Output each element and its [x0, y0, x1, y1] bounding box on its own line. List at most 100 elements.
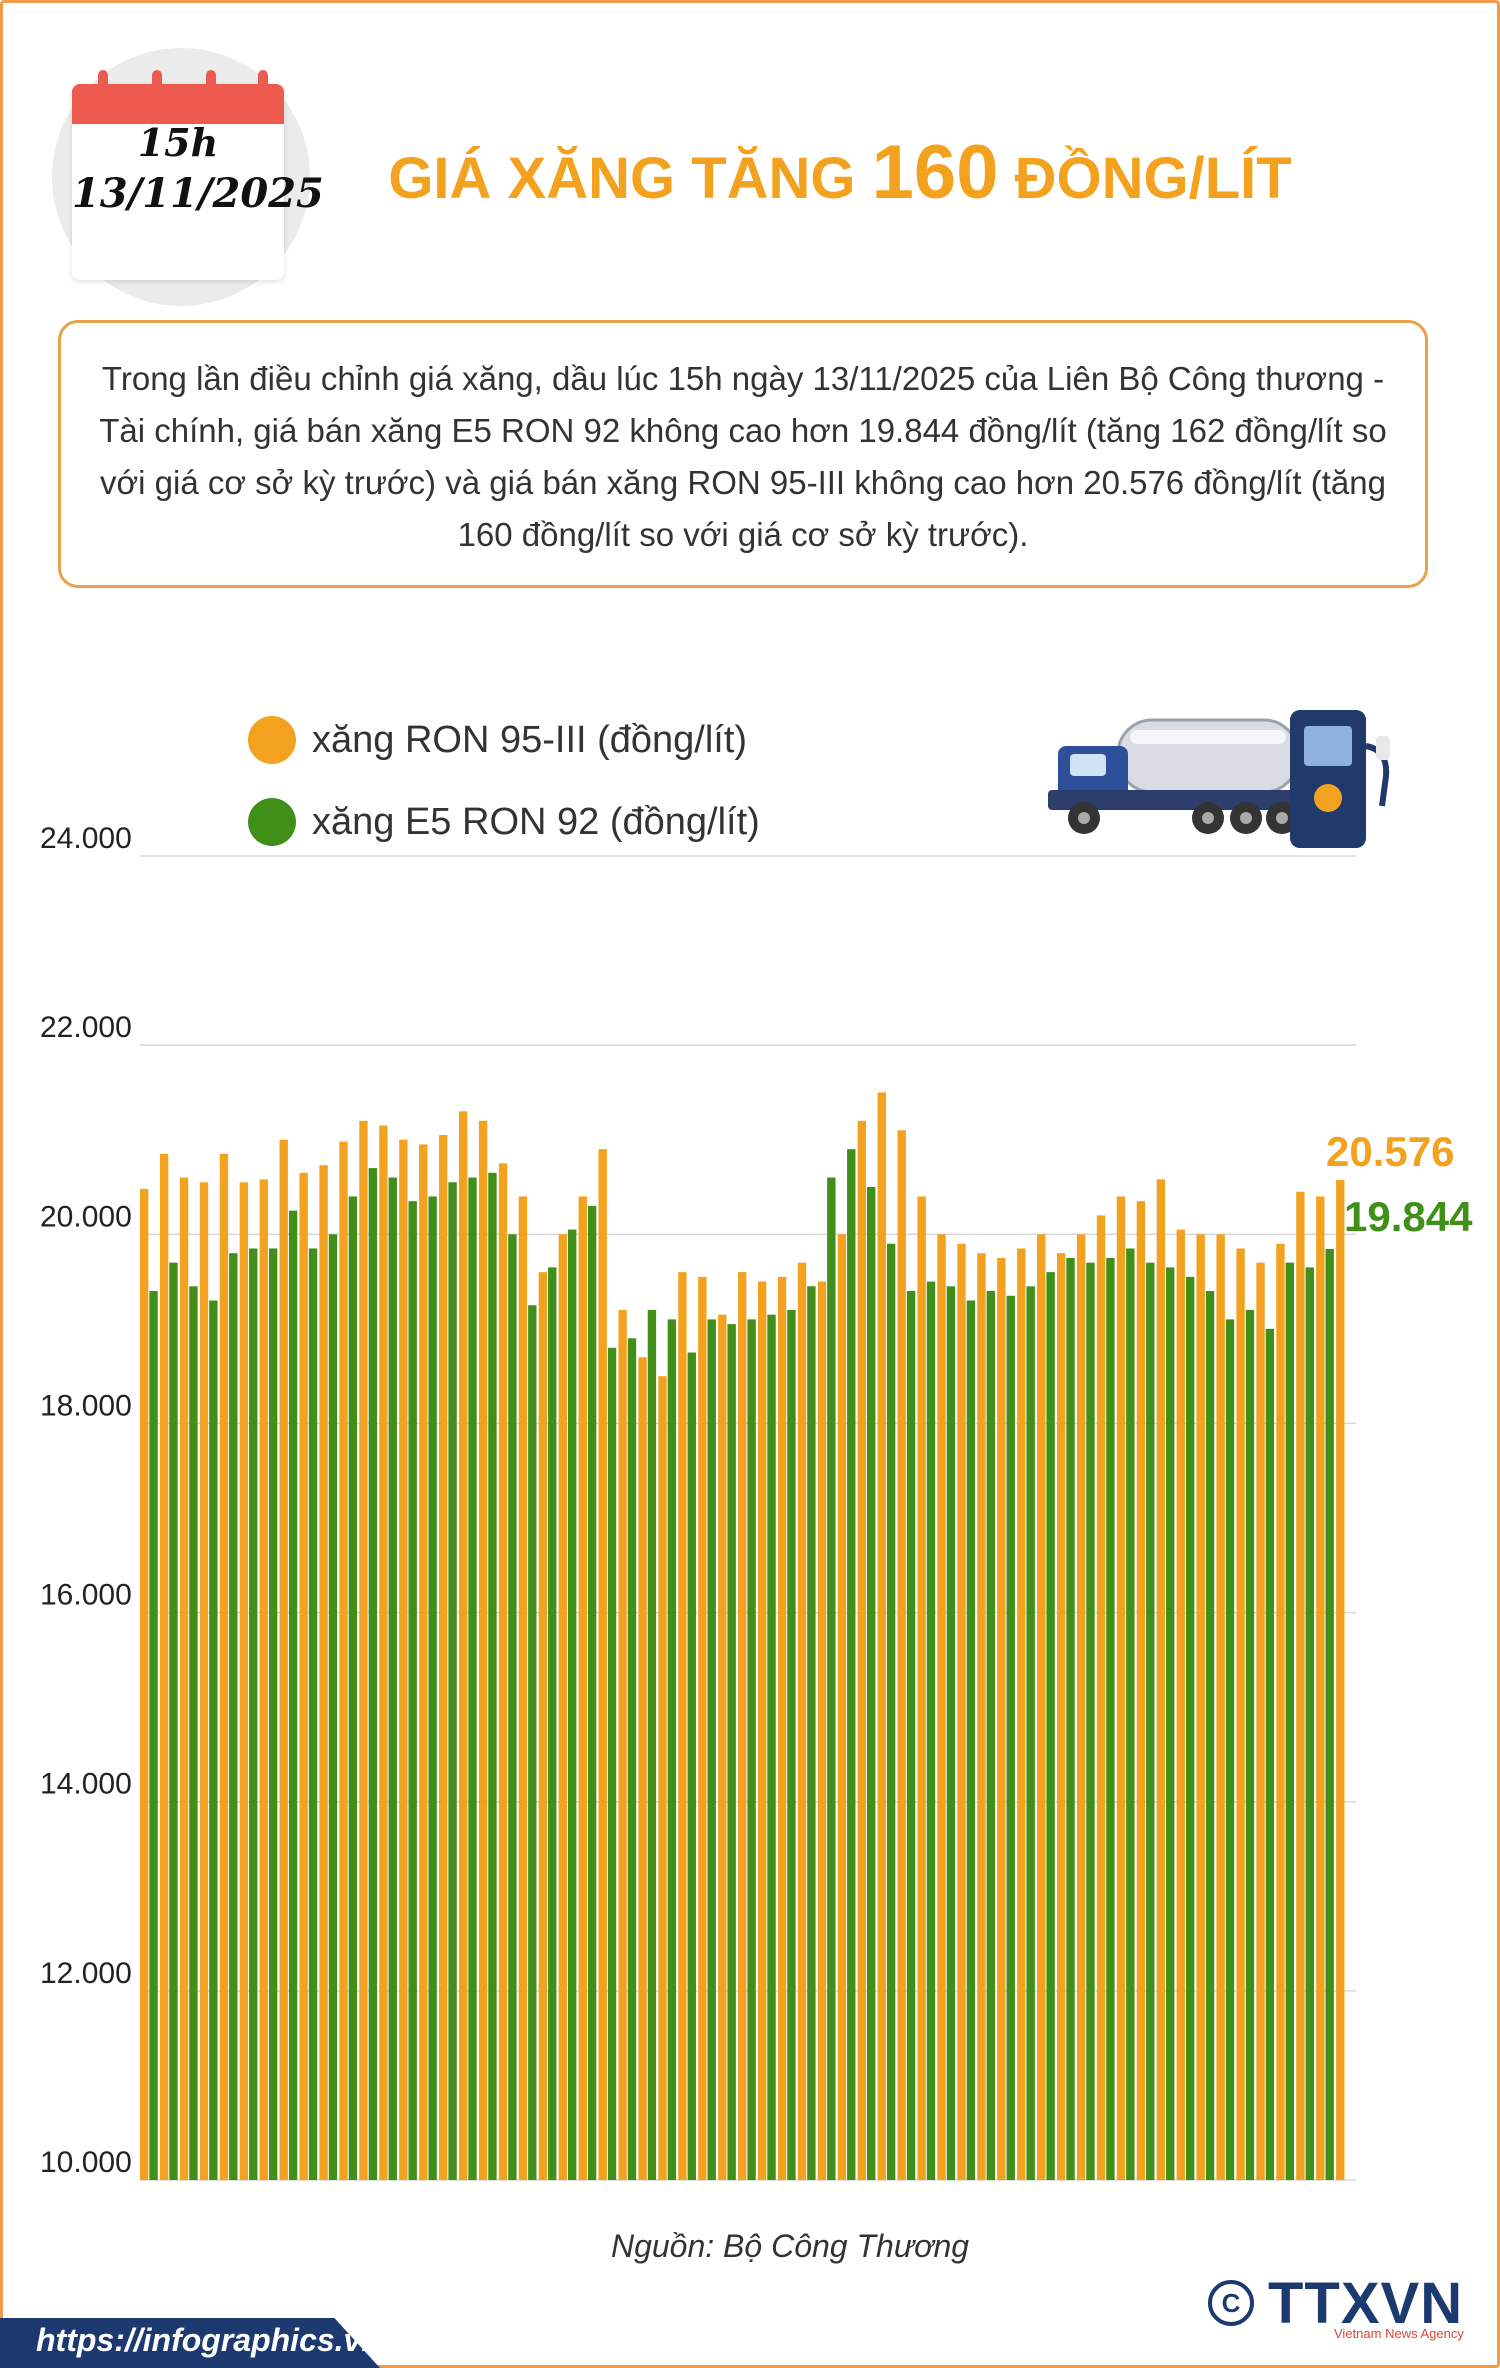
bar-ron95 — [877, 1092, 886, 2180]
bar-e5 — [707, 1319, 716, 2180]
calendar-date: 13/11/2025 — [72, 170, 324, 217]
bar-ron95 — [339, 1141, 348, 2180]
bar-ron95 — [279, 1139, 288, 2180]
bar-ron95 — [538, 1272, 548, 2180]
bar-e5 — [388, 1177, 397, 2180]
bar-e5 — [1225, 1319, 1235, 2180]
bar-ron95 — [997, 1257, 1006, 2180]
bar-e5 — [149, 1291, 158, 2180]
bar-ron95 — [977, 1253, 986, 2180]
bar-e5 — [1185, 1276, 1195, 2180]
calendar-ring — [258, 70, 268, 100]
bar-ron95 — [1316, 1196, 1325, 2180]
bar-ron95 — [1276, 1243, 1285, 2180]
bar-ron95 — [937, 1234, 946, 2180]
bar-ron95 — [419, 1144, 428, 2180]
bar-ron95 — [199, 1182, 209, 2180]
bar-e5 — [1126, 1248, 1135, 2180]
legend-item-ron95: xăng RON 95-III (đồng/lít) — [248, 716, 747, 764]
bar-ron95 — [478, 1120, 488, 2180]
bar-e5 — [1325, 1249, 1334, 2180]
bar-e5 — [1166, 1267, 1175, 2180]
calendar-ring — [206, 70, 216, 100]
bar-ron95 — [797, 1262, 807, 2180]
calendar-hour: 15h — [137, 120, 219, 165]
footer-url[interactable]: https://infographics.vn — [36, 2322, 381, 2358]
bar-ron95 — [897, 1130, 906, 2180]
bar-e5 — [946, 1286, 956, 2180]
bar-ron95 — [1296, 1191, 1305, 2180]
bar-e5 — [886, 1243, 896, 2180]
bar-e5 — [1106, 1257, 1115, 2180]
bar-ron95 — [379, 1125, 388, 2180]
bar-ron95 — [359, 1120, 368, 2180]
bar-ron95 — [1176, 1229, 1185, 2180]
bar-ron95 — [1076, 1234, 1086, 2180]
bar-e5 — [587, 1205, 597, 2180]
y-tick-label: 16.000 — [40, 1579, 132, 1612]
bar-ron95 — [738, 1272, 747, 2180]
y-tick-label: 10.000 — [40, 2146, 132, 2179]
bar-ron95 — [777, 1276, 787, 2180]
bar-e5 — [986, 1291, 995, 2180]
bar-e5 — [807, 1286, 816, 2180]
bar-e5 — [268, 1248, 278, 2180]
bar-e5 — [867, 1187, 876, 2180]
y-tick-label: 18.000 — [40, 1389, 132, 1422]
bar-ron95 — [239, 1182, 249, 2180]
bar-ron95 — [1156, 1179, 1166, 2180]
bar-e5 — [926, 1281, 936, 2180]
bar-ron95 — [498, 1163, 508, 2180]
bar-e5 — [1086, 1262, 1095, 2180]
bar-e5 — [508, 1234, 517, 2180]
bar-e5 — [488, 1172, 497, 2180]
calendar-ring — [152, 70, 162, 100]
bar-e5 — [906, 1291, 916, 2180]
bar-ron95 — [678, 1272, 687, 2180]
y-tick-label: 14.000 — [40, 1768, 132, 1801]
bar-e5 — [428, 1196, 437, 2180]
legend-label-e5: xăng E5 RON 92 (đồng/lít) — [312, 800, 760, 843]
bar-ron95 — [757, 1281, 767, 2180]
bar-ron95 — [718, 1314, 727, 2180]
ttxvn-logo: TTXVN — [1268, 2271, 1464, 2336]
intro-text: Trong lần điều chỉnh giá xăng, dầu lúc 1… — [58, 320, 1428, 588]
bar-ron95 — [1136, 1201, 1146, 2180]
last-value-ron95: 20.576 — [1326, 1128, 1455, 1175]
bar-e5 — [448, 1182, 457, 2180]
bar-ron95 — [1196, 1234, 1205, 2180]
last-value-e5: 19.844 — [1344, 1193, 1473, 1240]
bar-ron95 — [598, 1149, 607, 2180]
bar-ron95 — [259, 1179, 268, 2180]
bar-e5 — [1305, 1267, 1314, 2180]
bar-e5 — [348, 1196, 358, 2180]
bar-ron95 — [159, 1153, 169, 2180]
bar-e5 — [308, 1248, 318, 2180]
bar-ron95 — [518, 1196, 528, 2180]
bar-ron95 — [439, 1134, 448, 2180]
bar-ron95 — [219, 1153, 229, 2180]
legend-label-ron95: xăng RON 95-III (đồng/lít) — [312, 718, 748, 761]
bar-e5 — [548, 1267, 557, 2180]
y-tick-label: 22.000 — [40, 1011, 132, 1044]
bar-e5 — [288, 1210, 298, 2180]
bar-e5 — [1006, 1295, 1015, 2180]
bar-ron95 — [319, 1165, 328, 2180]
bar-e5 — [249, 1248, 258, 2180]
bar-e5 — [767, 1314, 776, 2180]
ttxvn-logo-subtitle: Vietnam News Agency — [1334, 2326, 1464, 2341]
bar-ron95 — [1216, 1234, 1225, 2180]
legend-item-e5: xăng E5 RON 92 (đồng/lít) — [248, 798, 760, 846]
bar-e5 — [847, 1149, 856, 2180]
bar-ron95 — [179, 1177, 189, 2180]
legend-dot-ron95 — [248, 716, 296, 764]
bar-e5 — [189, 1286, 198, 2180]
bar-e5 — [328, 1234, 338, 2180]
bar-e5 — [169, 1262, 178, 2180]
bar-e5 — [627, 1338, 637, 2180]
bar-ron95 — [658, 1376, 667, 2180]
bar-e5 — [727, 1324, 736, 2180]
legend-dot-e5 — [248, 798, 296, 846]
bar-ron95 — [1116, 1196, 1126, 2180]
